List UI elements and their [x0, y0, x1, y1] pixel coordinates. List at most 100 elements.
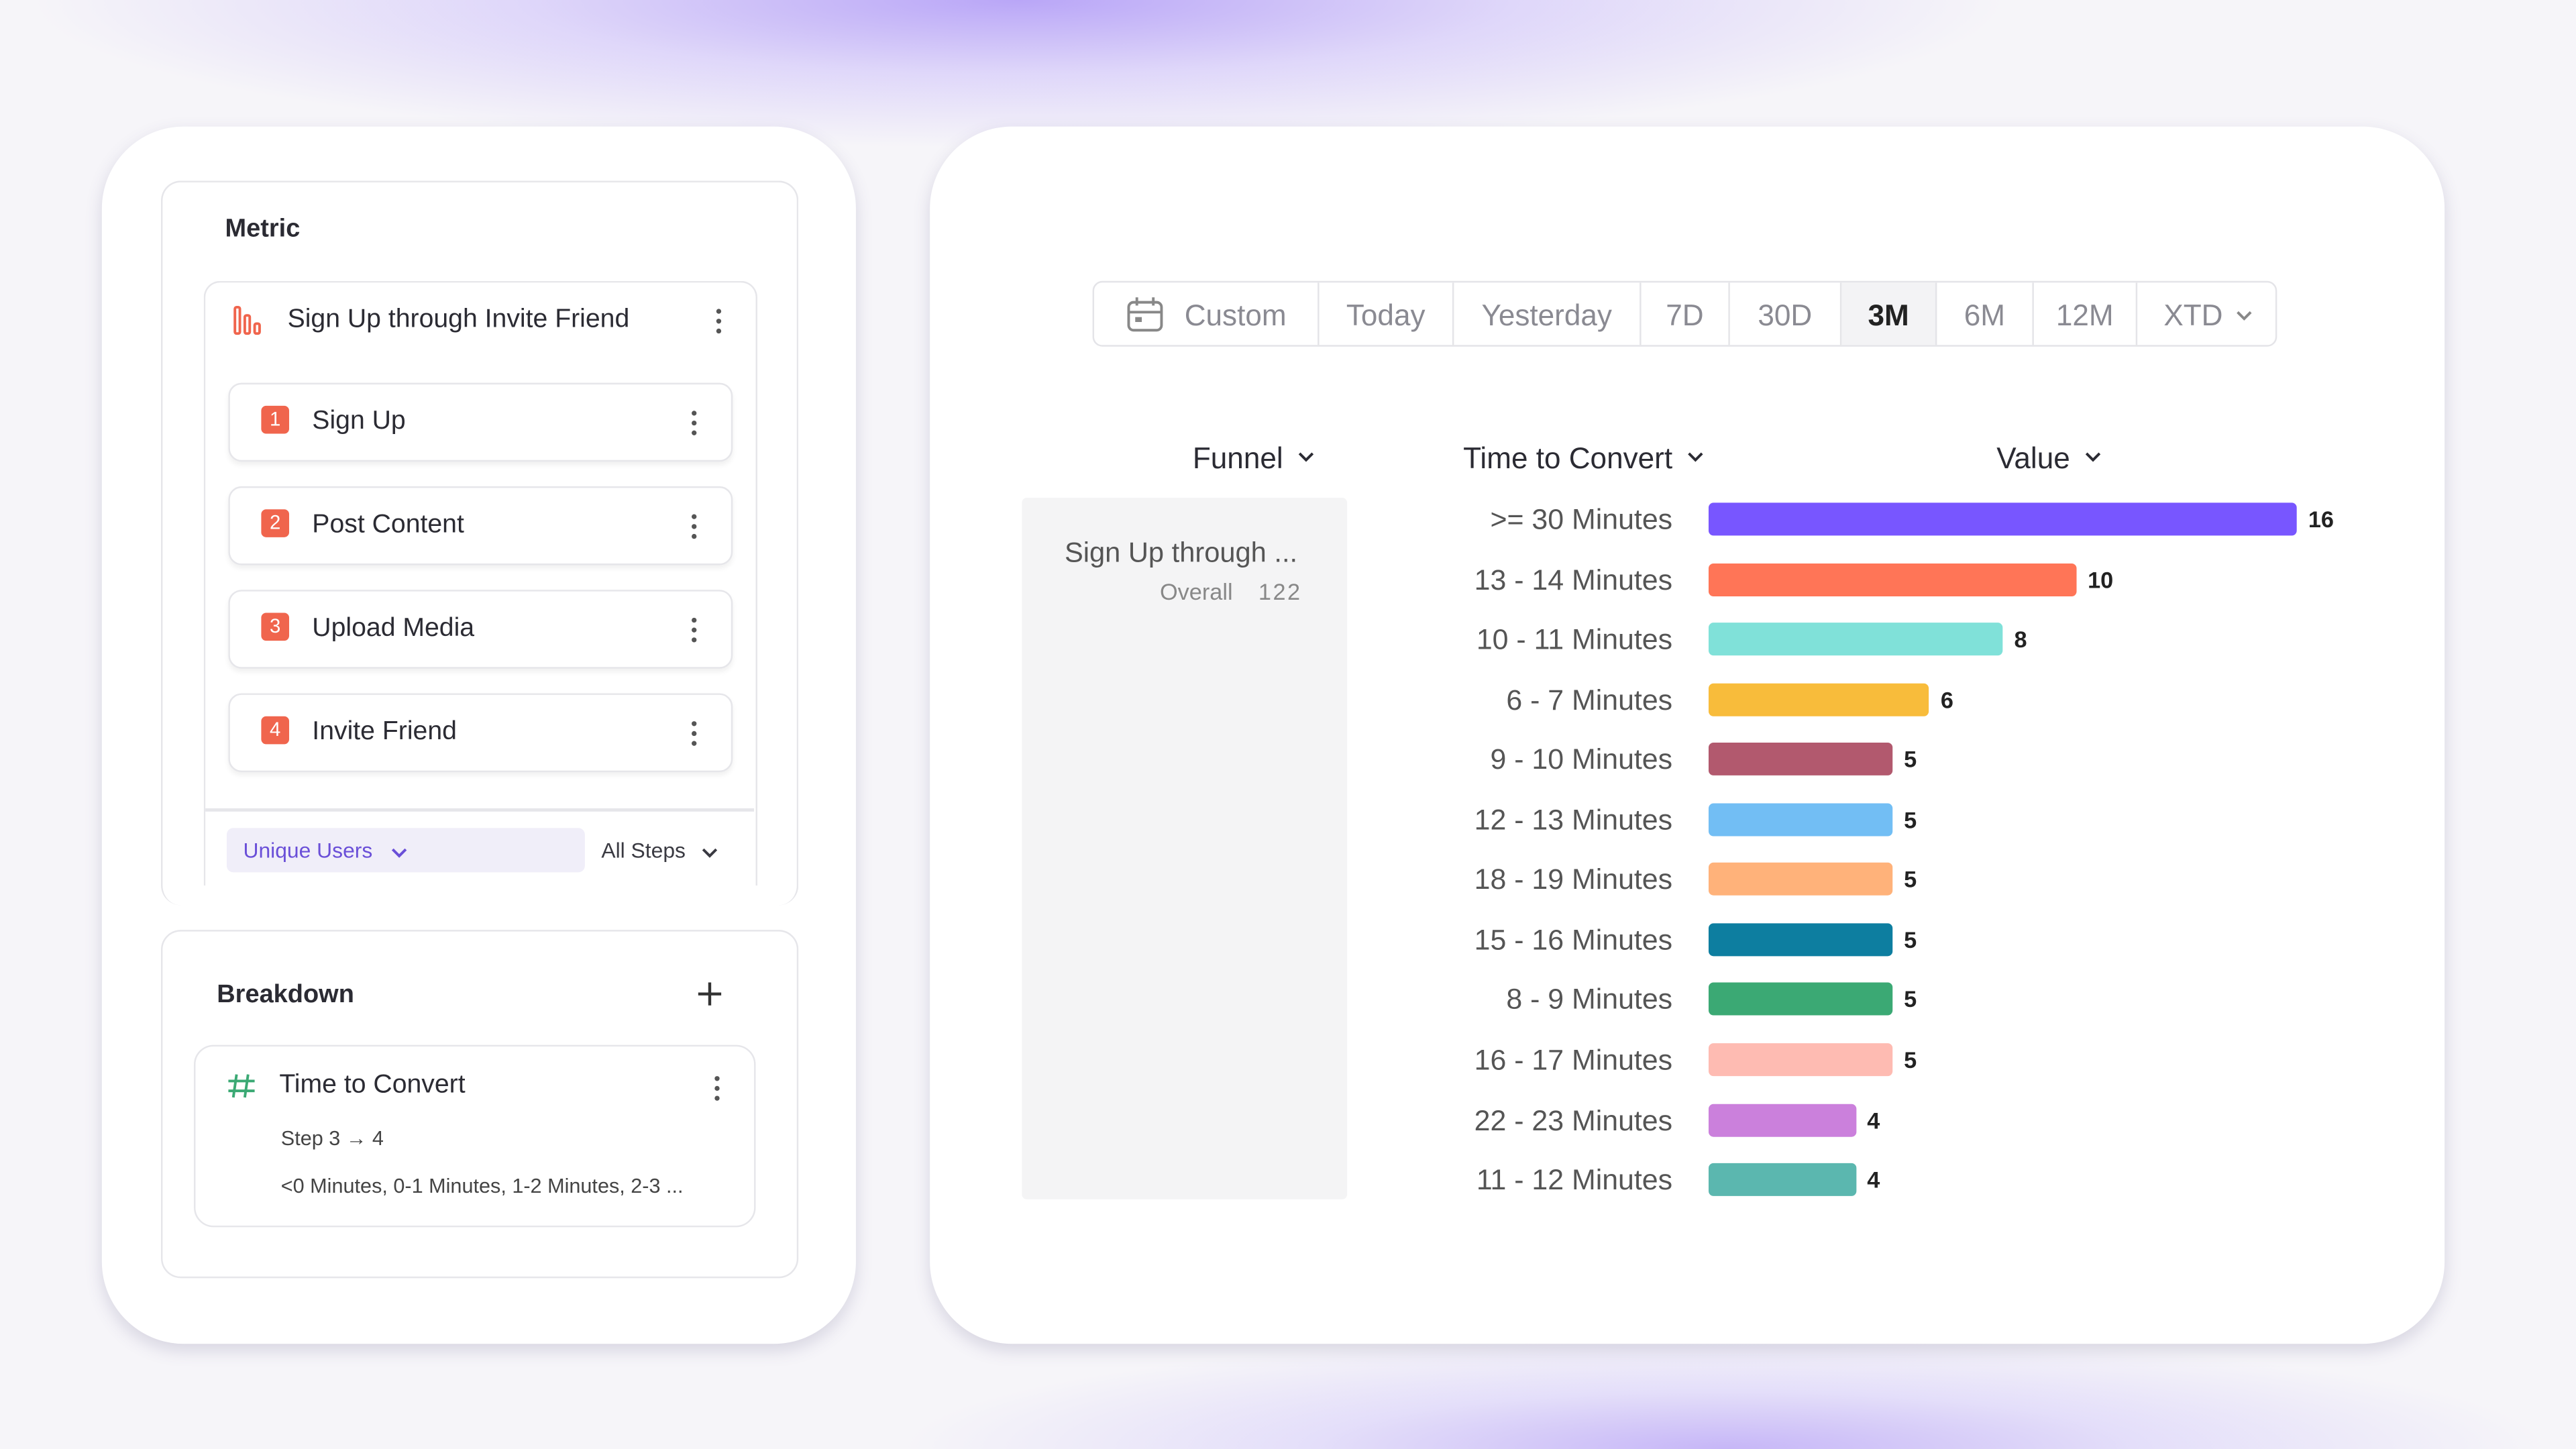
- value-label: 5: [1904, 926, 1917, 953]
- step-row[interactable]: [228, 486, 733, 566]
- category-label: 13 - 14 Minutes: [1474, 562, 1673, 596]
- category-label: 12 - 13 Minutes: [1474, 802, 1673, 836]
- value-label: 6: [1940, 686, 1953, 712]
- date-option[interactable]: XTD: [2137, 282, 2275, 345]
- menu-icon[interactable]: [716, 309, 723, 338]
- chevron-icon: [391, 848, 407, 858]
- measure-label: Unique Users: [243, 837, 373, 863]
- category-label: 9 - 10 Minutes: [1490, 743, 1673, 776]
- column-header[interactable]: Value: [1996, 441, 2070, 475]
- step-name: Invite Friend: [312, 718, 457, 746]
- date-option-label: 12M: [2055, 298, 2114, 331]
- menu-icon[interactable]: [692, 411, 698, 440]
- date-option-label: 3M: [1868, 298, 1909, 331]
- chevron-icon: [2085, 452, 2101, 462]
- step-badge: 3: [261, 612, 290, 641]
- value-label: 10: [2088, 566, 2114, 592]
- menu-icon[interactable]: [692, 514, 698, 544]
- scope-label[interactable]: All Steps: [601, 837, 686, 863]
- property-buckets: <0 Minutes, 0-1 Minutes, 1-2 Minutes, 2-…: [280, 1175, 684, 1198]
- menu-icon[interactable]: [692, 617, 698, 647]
- value-label: 16: [2308, 506, 2334, 533]
- category-label: 10 - 11 Minutes: [1476, 623, 1673, 656]
- bar[interactable]: [1708, 1103, 1856, 1136]
- date-option[interactable]: 12M: [2034, 282, 2138, 345]
- step-row[interactable]: [228, 590, 733, 669]
- property-name: Time to Convert: [279, 1071, 466, 1099]
- category-label: 15 - 16 Minutes: [1474, 922, 1673, 956]
- category-label: 6 - 7 Minutes: [1506, 682, 1673, 716]
- step-name: Sign Up: [312, 407, 406, 435]
- funnel-column: [1022, 498, 1348, 1199]
- chevron-icon: [702, 848, 718, 858]
- bar[interactable]: [1708, 562, 2076, 596]
- step-badge: 2: [261, 509, 290, 537]
- funnel-icon: [233, 306, 261, 335]
- value-label: 4: [1867, 1166, 1880, 1193]
- funnel-box[interactable]: [203, 280, 757, 886]
- funnel-row-name: Sign Up through ...: [1064, 537, 1298, 569]
- date-option[interactable]: 30D: [1730, 282, 1842, 345]
- value-label: 8: [2014, 626, 2027, 653]
- date-option-label: 6M: [1964, 298, 2006, 331]
- menu-icon[interactable]: [714, 1076, 721, 1106]
- step-badge: 1: [261, 405, 290, 434]
- date-option[interactable]: Yesterday: [1454, 282, 1642, 345]
- chevron-icon: [1688, 452, 1703, 462]
- funnel-segment: Overall: [1159, 578, 1233, 605]
- property-step: Step 3 → 4: [280, 1127, 384, 1150]
- date-option-label: Custom: [1184, 298, 1287, 331]
- date-option[interactable]: 6M: [1937, 282, 2034, 345]
- step-row[interactable]: [228, 382, 733, 462]
- step-name: Post Content: [312, 511, 464, 539]
- date-option-label: 30D: [1758, 298, 1813, 331]
- step-badge: 4: [261, 716, 290, 745]
- funnel-total: 122: [1258, 578, 1302, 605]
- bar[interactable]: [1708, 623, 2003, 656]
- column-header[interactable]: Time to Convert: [1463, 441, 1673, 475]
- category-label: >= 30 Minutes: [1490, 502, 1673, 536]
- bar[interactable]: [1708, 922, 1892, 956]
- value-label: 5: [1904, 866, 1917, 893]
- date-option-label: 7D: [1666, 298, 1704, 331]
- date-option-label: Today: [1346, 298, 1426, 331]
- bar[interactable]: [1708, 1163, 1856, 1196]
- value-label: 4: [1867, 1106, 1880, 1133]
- value-label: 5: [1904, 1046, 1917, 1073]
- bar[interactable]: [1708, 682, 1929, 716]
- value-label: 5: [1904, 986, 1917, 1013]
- bar[interactable]: [1708, 743, 1892, 776]
- breakdown-title: Breakdown: [217, 981, 354, 1009]
- step-name: Upload Media: [312, 614, 475, 643]
- category-label: 22 - 23 Minutes: [1474, 1103, 1673, 1136]
- date-option[interactable]: Today: [1320, 282, 1454, 345]
- category-label: 16 - 17 Minutes: [1474, 1042, 1673, 1076]
- chevron-icon: [1298, 452, 1314, 462]
- date-option[interactable]: Custom: [1094, 282, 1320, 345]
- date-option[interactable]: 7D: [1642, 282, 1730, 345]
- property-box[interactable]: [193, 1044, 756, 1228]
- bar[interactable]: [1708, 802, 1892, 836]
- add-icon[interactable]: [696, 981, 722, 1007]
- chevron-icon: [2237, 311, 2252, 321]
- hash-icon: [228, 1074, 255, 1098]
- bar[interactable]: [1708, 863, 1892, 896]
- bar[interactable]: [1708, 983, 1892, 1016]
- bar[interactable]: [1708, 1042, 1892, 1076]
- metric-title: Metric: [225, 215, 301, 244]
- category-label: 8 - 9 Minutes: [1506, 983, 1673, 1016]
- funnel-name: Sign Up through Invite Friend: [287, 305, 630, 334]
- category-label: 11 - 12 Minutes: [1476, 1163, 1673, 1196]
- step-row[interactable]: [228, 693, 733, 773]
- date-option-label: Yesterday: [1481, 298, 1612, 331]
- category-label: 18 - 19 Minutes: [1474, 863, 1673, 896]
- date-option[interactable]: 3M: [1841, 282, 1937, 345]
- bar[interactable]: [1708, 502, 2297, 536]
- date-range: Custom Today Yesterday 7D 30D 3M 6M 12M XTD: [1092, 280, 2277, 347]
- value-label: 5: [1904, 806, 1917, 833]
- menu-icon[interactable]: [692, 721, 698, 751]
- date-option-label: XTD: [2163, 298, 2223, 331]
- value-label: 5: [1904, 746, 1917, 773]
- column-header[interactable]: Funnel: [1192, 441, 1283, 475]
- divider: [205, 808, 755, 811]
